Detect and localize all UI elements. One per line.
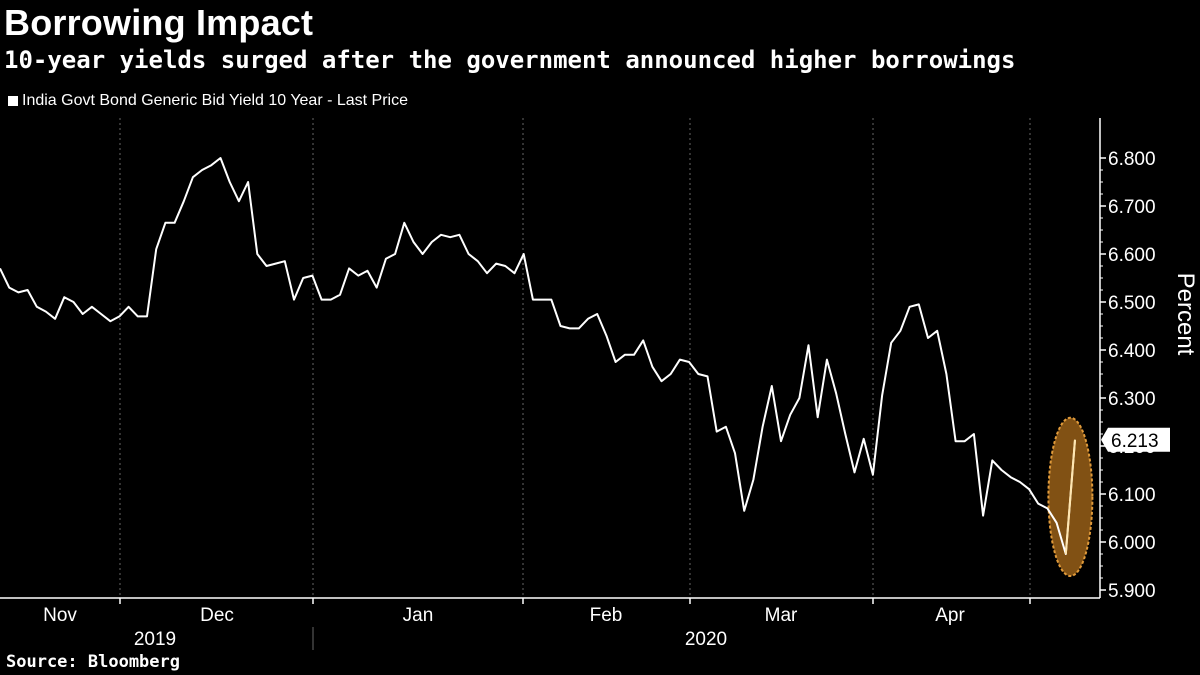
chart-subtitle: 10-year yields surged after the governme… [4,46,1016,74]
y-tick-label: 6.100 [1108,485,1156,506]
grid-layer [119,118,1031,598]
y-tick-label: 6.000 [1108,533,1156,554]
y-tick-label: 6.300 [1108,389,1156,410]
x-year-label: 2019 [134,629,176,650]
legend-swatch [8,96,18,106]
legend-label: India Govt Bond Generic Bid Yield 10 Yea… [22,92,409,109]
last-value-label: 6.213 [1101,427,1170,452]
x-month-label: Nov [43,605,77,626]
y-tick-label: 6.400 [1108,341,1156,362]
series-last-segment [1064,439,1076,555]
y-tick-label: 6.500 [1108,293,1156,314]
x-month-label: Jan [403,605,434,626]
line-layer [0,157,1076,555]
y-tick-label: 6.700 [1108,197,1156,218]
x-month-label: Dec [200,605,234,626]
y-axis-title: Percent [1172,273,1199,356]
chart-title: Borrowing Impact [4,2,314,43]
axis-layer: 6.8006.7006.6006.5006.4006.3006.2006.100… [0,118,1170,650]
x-month-label: Mar [765,605,798,626]
last-value-box [1101,427,1170,452]
y-tick-label: 6.800 [1108,149,1156,170]
y-tick-label: 5.900 [1108,581,1156,602]
legend: India Govt Bond Generic Bid Yield 10 Yea… [8,92,408,110]
series-line [0,157,1076,555]
x-year-label: 2020 [685,629,727,650]
x-month-label: Apr [935,605,965,626]
source-note: Source: Bloomberg [6,652,180,672]
x-month-label: Feb [590,605,623,626]
y-tick-label: 6.600 [1108,245,1156,266]
last-value-text: 6.213 [1111,431,1159,452]
